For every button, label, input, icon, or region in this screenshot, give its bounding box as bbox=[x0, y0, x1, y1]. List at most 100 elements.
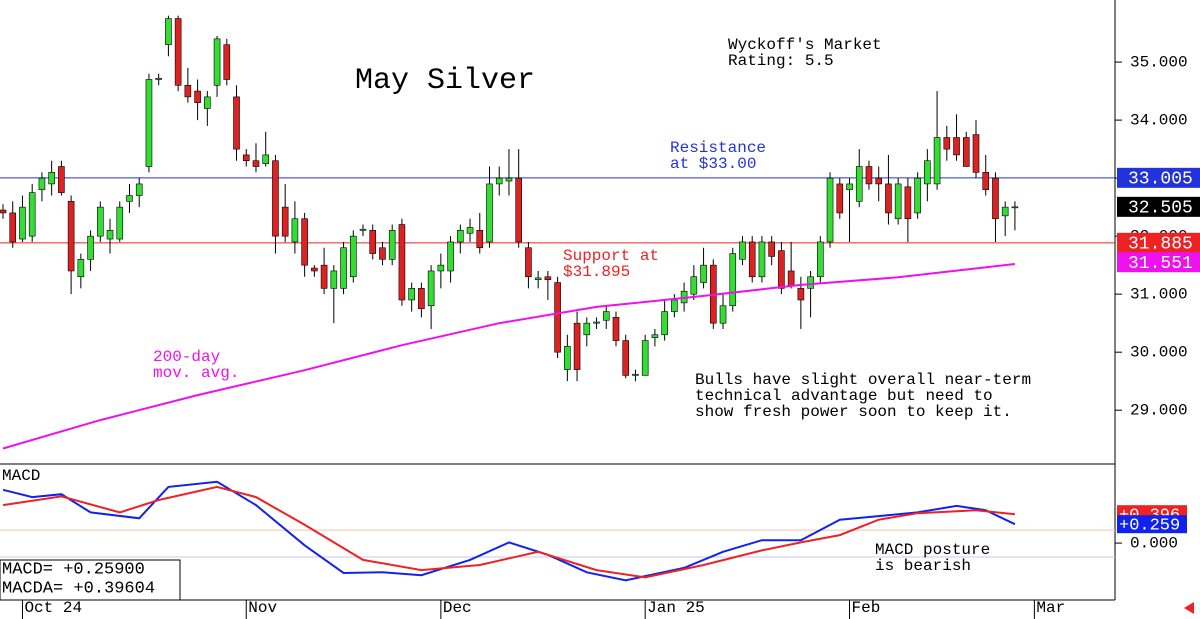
candle-body bbox=[1011, 206, 1019, 209]
price-label: 33.005 bbox=[1128, 170, 1193, 190]
candle-body bbox=[671, 299, 678, 312]
candle-body bbox=[213, 38, 221, 86]
candle-body bbox=[437, 264, 445, 272]
candle-body bbox=[865, 166, 873, 185]
candle-body bbox=[145, 79, 153, 167]
candle-body bbox=[933, 137, 941, 185]
candle-body bbox=[320, 264, 328, 289]
annotation: show fresh power soon to keep it. bbox=[695, 403, 1012, 421]
macd-annotation: is bearish bbox=[875, 557, 971, 575]
candle-body bbox=[486, 183, 493, 243]
macd-line bbox=[2, 480, 1016, 582]
candle-body bbox=[28, 192, 36, 237]
candle-body bbox=[281, 206, 289, 237]
candle-body bbox=[466, 227, 474, 234]
candle-body bbox=[291, 218, 299, 243]
candle-body bbox=[953, 137, 960, 156]
candle-body bbox=[768, 241, 775, 257]
candle-body bbox=[126, 195, 133, 202]
candle-body bbox=[593, 321, 600, 324]
candle-body bbox=[252, 160, 260, 167]
candle-body bbox=[661, 311, 668, 336]
candle-body bbox=[116, 206, 124, 240]
annotation: mov. avg. bbox=[153, 364, 239, 382]
y-tick-label: 34.000 bbox=[1130, 111, 1188, 129]
candle-body bbox=[846, 183, 853, 191]
candle-body bbox=[622, 340, 630, 376]
candle-body bbox=[729, 253, 737, 307]
candle-body bbox=[797, 288, 805, 301]
macd-value-box bbox=[1117, 515, 1187, 534]
price-label-box bbox=[1117, 232, 1200, 253]
candle-body bbox=[204, 96, 211, 109]
y-tick-label: 0.000 bbox=[1130, 534, 1178, 552]
candle-body bbox=[748, 241, 756, 278]
candle-body bbox=[612, 317, 620, 341]
candle-body bbox=[641, 340, 649, 376]
macd-annotation: MACD posture bbox=[875, 541, 990, 559]
candle-body bbox=[447, 241, 454, 272]
candle-body bbox=[174, 18, 182, 86]
moving-average bbox=[2, 263, 1016, 450]
macd-readout: MACDA= +0.39604 bbox=[2, 579, 155, 598]
macd-readout: MACD= +0.25900 bbox=[2, 560, 145, 579]
y-tick-label: 29.000 bbox=[1130, 401, 1188, 419]
candle-body bbox=[233, 96, 240, 150]
candle-body bbox=[9, 212, 17, 243]
candle-body bbox=[875, 177, 883, 185]
candle-body bbox=[739, 241, 746, 260]
price-label: 31.551 bbox=[1128, 254, 1193, 274]
candle-body bbox=[515, 177, 522, 243]
candle-body bbox=[787, 270, 795, 286]
candle-body bbox=[855, 166, 863, 202]
annotation: $31.895 bbox=[563, 263, 630, 281]
candle-body bbox=[194, 90, 201, 103]
price-label-box bbox=[1117, 167, 1200, 188]
x-tick-label: Nov bbox=[248, 599, 277, 617]
candle-body bbox=[359, 228, 367, 231]
price-label-box bbox=[1117, 252, 1200, 273]
candle-body bbox=[943, 137, 951, 150]
candle-body bbox=[379, 247, 386, 260]
macd-line bbox=[2, 485, 1016, 579]
candle-body bbox=[427, 270, 435, 307]
candle-body bbox=[38, 177, 46, 191]
candle-body bbox=[962, 137, 970, 167]
annotation: Resistance bbox=[670, 139, 766, 157]
x-tick-label: Mar bbox=[1036, 599, 1065, 617]
candle-body bbox=[223, 44, 231, 80]
candle-body bbox=[807, 276, 814, 289]
candle-body bbox=[369, 230, 377, 254]
candle-body bbox=[388, 230, 396, 260]
candle-body bbox=[19, 206, 26, 240]
macd-label: MACD bbox=[2, 467, 40, 485]
y-tick-label: 31.000 bbox=[1130, 285, 1188, 303]
price-label: 32.505 bbox=[1128, 199, 1193, 219]
candle-body bbox=[165, 18, 172, 45]
candle-body bbox=[135, 183, 143, 196]
candle-body bbox=[758, 241, 766, 278]
price-label: 31.885 bbox=[1128, 235, 1193, 255]
candle-body bbox=[690, 276, 698, 295]
candle-body bbox=[262, 154, 270, 164]
candle-body bbox=[48, 172, 55, 185]
candle-body bbox=[534, 277, 542, 280]
candle-body bbox=[301, 218, 308, 266]
annotation: Wyckoff's Market bbox=[728, 36, 882, 54]
candle-body bbox=[525, 247, 532, 278]
candle-body bbox=[97, 206, 104, 237]
candle-body bbox=[894, 183, 902, 220]
candle-body bbox=[349, 235, 357, 278]
annotation: Bulls have slight overall near-term bbox=[695, 371, 1031, 389]
candle-body bbox=[632, 373, 639, 376]
candle-body bbox=[885, 183, 892, 214]
price-label-box bbox=[1117, 196, 1200, 217]
macd-value-label: +0.259 bbox=[1119, 517, 1180, 536]
candle-body bbox=[904, 186, 912, 220]
nav-arrow bbox=[1184, 602, 1194, 614]
x-tick-label: Dec bbox=[443, 599, 472, 617]
candle-body bbox=[495, 177, 503, 185]
candle-body bbox=[476, 230, 484, 249]
candle-body bbox=[77, 259, 85, 278]
